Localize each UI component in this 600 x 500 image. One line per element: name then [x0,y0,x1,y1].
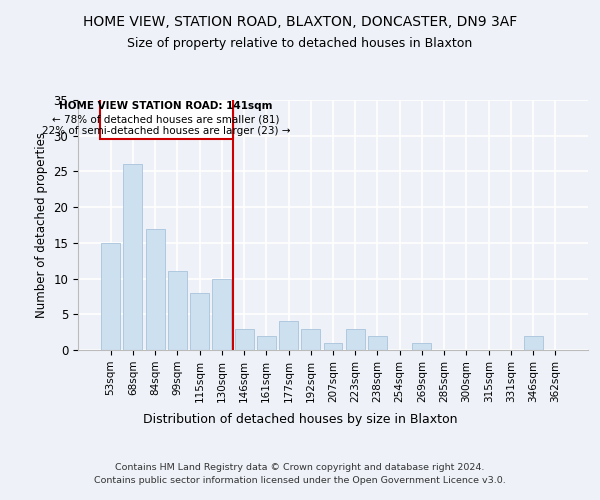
Text: ← 78% of detached houses are smaller (81): ← 78% of detached houses are smaller (81… [52,114,280,124]
Bar [346,328,365,350]
Text: 22% of semi-detached houses are larger (23) →: 22% of semi-detached houses are larger (… [42,126,290,136]
Bar [101,243,120,350]
Bar [146,228,164,350]
Bar [257,336,276,350]
Bar [190,293,209,350]
Text: Contains public sector information licensed under the Open Government Licence v3: Contains public sector information licen… [94,476,506,485]
Bar [168,272,187,350]
Y-axis label: Number of detached properties: Number of detached properties [35,132,48,318]
Text: Size of property relative to detached houses in Blaxton: Size of property relative to detached ho… [127,38,473,51]
Bar [124,164,142,350]
Bar [524,336,542,350]
Bar [212,278,231,350]
Bar [235,328,254,350]
Text: Contains HM Land Registry data © Crown copyright and database right 2024.: Contains HM Land Registry data © Crown c… [115,462,485,471]
Bar [301,328,320,350]
Text: Distribution of detached houses by size in Blaxton: Distribution of detached houses by size … [143,412,457,426]
Bar [412,343,431,350]
Bar [323,343,343,350]
Polygon shape [100,96,233,140]
Bar [368,336,387,350]
Text: HOME VIEW STATION ROAD: 141sqm: HOME VIEW STATION ROAD: 141sqm [59,102,273,112]
Text: HOME VIEW, STATION ROAD, BLAXTON, DONCASTER, DN9 3AF: HOME VIEW, STATION ROAD, BLAXTON, DONCAS… [83,15,517,29]
Bar [279,322,298,350]
